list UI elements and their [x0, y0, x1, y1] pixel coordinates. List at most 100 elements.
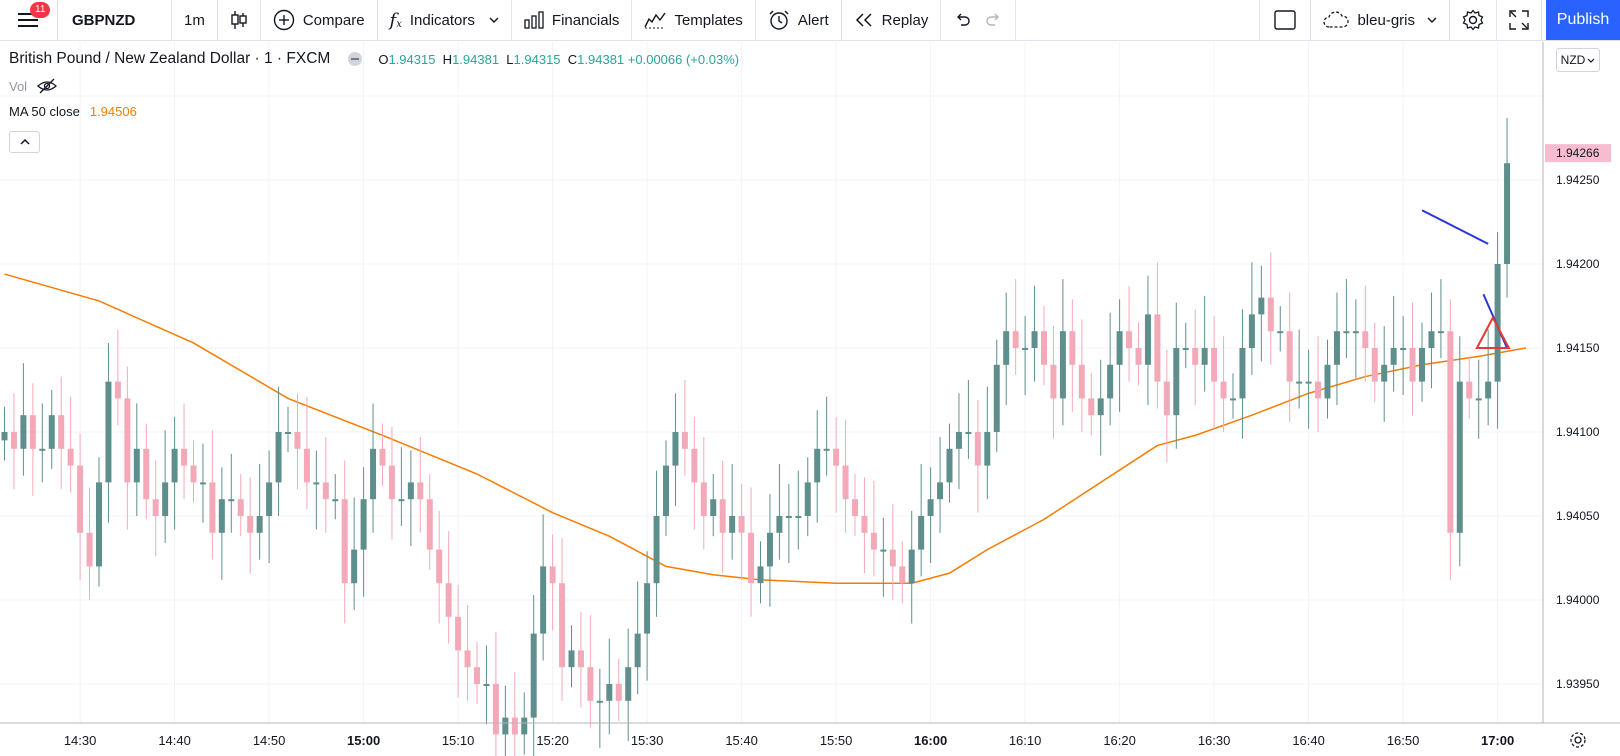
candle-body: [1248, 314, 1255, 348]
candle-body: [719, 499, 726, 533]
candle-body: [691, 448, 698, 483]
interval-button[interactable]: 1m: [172, 0, 218, 40]
eye-hidden-icon[interactable]: [37, 78, 58, 94]
candle-body: [209, 482, 216, 533]
price-axis: 1.94250 1.94200 1.94150 1.94100 1.94050 1.940…: [1542, 42, 1611, 723]
candle-body: [1419, 348, 1425, 382]
publish-button[interactable]: Publish: [1546, 0, 1620, 40]
layout-name-button[interactable]: bleu-gris: [1311, 0, 1450, 40]
candle-body: [852, 499, 858, 516]
compare-button[interactable]: Compare: [261, 0, 378, 40]
ma-label[interactable]: MA 50 close: [9, 104, 80, 119]
candle-body: [1315, 381, 1322, 399]
candle-body: [1211, 348, 1218, 382]
candle-body: [77, 465, 84, 533]
financials-button[interactable]: Financials: [512, 0, 633, 40]
candle-body: [1003, 331, 1010, 365]
candle-body: [86, 532, 93, 567]
candle-body: [596, 700, 603, 703]
candle-body: [162, 482, 169, 516]
symbol-title[interactable]: British Pound / New Zealand Dollar · 1 ·…: [9, 50, 331, 67]
candle-body: [29, 415, 36, 449]
candle-body: [1277, 331, 1284, 334]
candle-body: [521, 717, 528, 735]
candle-body: [700, 482, 707, 516]
candle-body: [502, 717, 509, 735]
market-status-icon: [348, 52, 363, 66]
candle-body: [927, 499, 934, 516]
replay-button[interactable]: Replay: [842, 0, 942, 40]
candle-body: [1116, 331, 1123, 365]
chart-type-button[interactable]: [218, 0, 261, 40]
candle-body: [237, 499, 244, 516]
candle-body: [823, 448, 830, 451]
time-tick-label: 15:20: [536, 733, 569, 748]
chevron-down-icon[interactable]: [489, 17, 499, 23]
candle-body: [814, 448, 821, 483]
candle-body: [1088, 398, 1095, 416]
high-value: 1.94381: [452, 51, 500, 67]
rewind-icon: [854, 12, 874, 28]
change-value: +0.00066 (+0.03%): [627, 51, 740, 67]
last-price-badge: [1545, 144, 1611, 163]
time-tick-label: 16:10: [1009, 733, 1042, 748]
time-tick-label: 15:00: [347, 733, 380, 748]
candle-body: [870, 532, 877, 550]
candle-body: [58, 415, 65, 449]
alert-button[interactable]: Alert: [756, 0, 842, 40]
candle-body: [256, 516, 263, 533]
candle-body: [143, 448, 150, 500]
templates-button[interactable]: Templates: [632, 0, 756, 40]
candle-body: [199, 482, 206, 485]
candle-body: [549, 566, 556, 584]
symbol-search[interactable]: GBPNZD: [58, 0, 172, 40]
candle-body: [1466, 381, 1473, 399]
gear-icon-teeth: [1570, 732, 1586, 748]
candle-body: [464, 650, 471, 668]
undo-icon[interactable]: [953, 13, 971, 27]
candle-body: [681, 432, 688, 449]
candle-body: [1400, 348, 1407, 350]
price-tick-label: 1.93950: [1556, 677, 1600, 691]
candle-body: [908, 549, 915, 584]
collapse-legend-button[interactable]: [9, 131, 40, 153]
candle-body: [587, 667, 594, 701]
candle-body: [10, 432, 17, 449]
candle-body: [1059, 331, 1066, 399]
candle-body: [483, 684, 490, 686]
candle-body: [303, 448, 310, 483]
candle-body: [417, 482, 424, 500]
fullscreen-button[interactable]: [1497, 0, 1542, 40]
candle-body: [1201, 348, 1208, 365]
settings-button[interactable]: [1450, 0, 1497, 40]
candle-body: [1352, 331, 1359, 334]
candle-body: [1286, 331, 1293, 382]
candle-body: [1097, 398, 1104, 416]
candle-body: [795, 516, 802, 518]
open-value: 1.94315: [388, 51, 436, 67]
candle-body: [880, 549, 887, 552]
last-price-label: 1.94266: [1556, 146, 1600, 160]
layout-toggle-button[interactable]: [1259, 0, 1312, 40]
candle-body: [1012, 331, 1019, 348]
compare-label: Compare: [302, 11, 365, 29]
candle-body: [360, 499, 367, 550]
currency-selector[interactable]: NZD: [1556, 48, 1600, 72]
vol-label[interactable]: Vol: [9, 78, 28, 94]
candle-body: [748, 532, 755, 584]
candle-body: [606, 684, 613, 701]
candle-body: [757, 566, 764, 584]
redo-icon[interactable]: [985, 13, 1003, 27]
menu-button[interactable]: 11: [0, 0, 58, 40]
candle-body: [1031, 331, 1038, 348]
alarm-clock-icon: [768, 9, 790, 31]
price-chart[interactable]: 1.94250 1.94200 1.94150 1.94100 1.94050 1.940…: [0, 42, 1620, 756]
price-tick-label: 1.94250: [1556, 173, 1600, 187]
candle-body: [1154, 314, 1161, 382]
gear-icon-center: [1574, 736, 1582, 744]
triangle-drawing: [1475, 315, 1511, 349]
time-tick-label: 16:00: [914, 733, 947, 748]
axis-settings-gear-icon[interactable]: [1570, 732, 1586, 748]
